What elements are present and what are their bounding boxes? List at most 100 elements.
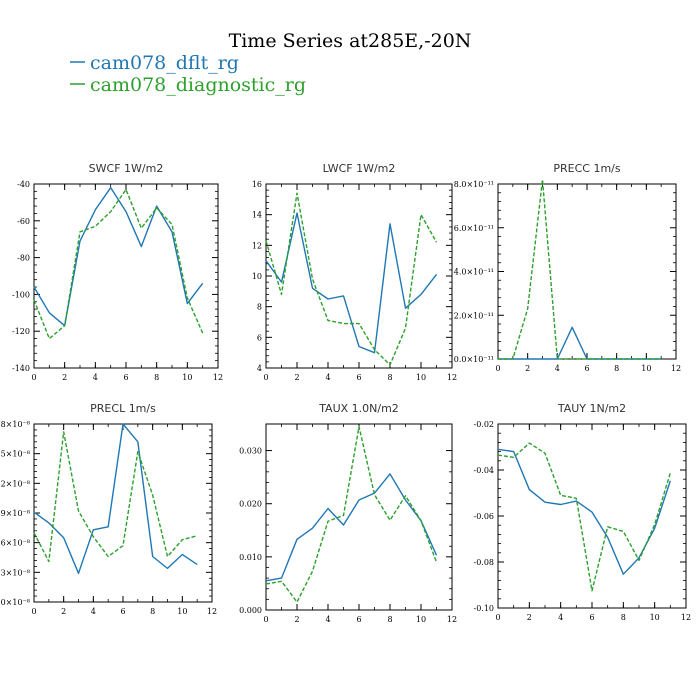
x-tick-label: 8 <box>150 607 155 616</box>
x-tick-label: 6 <box>356 373 361 382</box>
x-tick-label: 8 <box>387 615 392 624</box>
panel-3: PRECC 1m/s 0 2 4 6 8 10 12 0.0×10⁻¹¹ 2.0×10⁻¹¹ 4.0… <box>454 162 681 373</box>
y-tick-label: 8 <box>257 303 262 312</box>
panel-title: PRECL 1m/s <box>90 402 156 415</box>
x-tick-label: 0 <box>263 615 268 624</box>
x-tick-label: 12 <box>213 373 223 382</box>
series-line-dflt <box>265 212 438 354</box>
y-tick-label: 10 <box>252 272 262 281</box>
y-tick-label: 1.2×10⁻⁸ <box>0 479 30 488</box>
x-tick-label: 4 <box>93 373 98 382</box>
panel-title: SWCF 1W/m2 <box>89 162 164 175</box>
x-tick-label: 0 <box>495 613 500 622</box>
y-tick-label: 4.0×10⁻¹¹ <box>454 268 494 277</box>
x-tick-label: 12 <box>207 607 217 616</box>
y-tick-label: 2.0×10⁻¹¹ <box>454 311 494 320</box>
x-tick-label: 10 <box>416 615 426 624</box>
plot-frame <box>265 423 453 611</box>
x-tick-label: 6 <box>120 607 125 616</box>
series-line-dflt <box>265 473 438 582</box>
y-tick-label: -0.06 <box>473 512 494 521</box>
x-tick-label: 10 <box>177 607 187 616</box>
x-tick-label: 10 <box>416 373 426 382</box>
x-tick-label: 4 <box>91 607 96 616</box>
x-tick-label: 2 <box>527 613 532 622</box>
y-tick-label: -0.08 <box>473 558 494 567</box>
x-tick-label: 4 <box>555 364 560 373</box>
x-tick-label: 10 <box>182 373 192 382</box>
panel-1: SWCF 1W/m2 0 2 4 6 8 10 12 -140 -120 -100 -80 -60 -40 <box>12 162 223 382</box>
y-tick-label: -0.02 <box>473 420 494 429</box>
y-tick-label: 0.0×10⁻¹¹ <box>454 355 494 364</box>
legend: cam078_dflt_rg cam078_diagnostic_rg <box>70 52 306 96</box>
x-tick-label: 2 <box>62 373 67 382</box>
y-tick-label: -60 <box>17 217 30 226</box>
y-tick-label: 0.000 <box>239 606 262 615</box>
y-tick-label: 1.5×10⁻⁸ <box>0 450 30 459</box>
y-tick-label: 0.9×10⁻⁸ <box>0 509 30 518</box>
x-tick-label: 8 <box>154 373 159 382</box>
x-tick-label: 0 <box>495 364 500 373</box>
y-tick-label: 6 <box>257 333 262 342</box>
y-tick-label: -140 <box>12 364 30 373</box>
panel-5: TAUX 1.0N/m2 0 2 4 6 8 10 12 0.000 0.010 0.020 0.03… <box>239 402 457 624</box>
x-tick-label: 6 <box>589 613 594 622</box>
x-tick-label: 4 <box>325 615 330 624</box>
y-tick-label: -120 <box>12 327 30 336</box>
series-line-diagnostic <box>265 425 438 603</box>
series-line-diagnostic <box>498 178 662 360</box>
panel-title: TAUY 1N/m2 <box>557 402 626 415</box>
x-tick-label: 6 <box>584 364 589 373</box>
panel-title: TAUX 1.0N/m2 <box>318 402 399 415</box>
y-tick-label: 0.030 <box>239 447 262 456</box>
series-line-dflt <box>33 423 198 575</box>
x-tick-label: 2 <box>61 607 66 616</box>
x-tick-label: 6 <box>123 373 128 382</box>
legend-label-diagnostic: cam078_diagnostic_rg <box>90 74 306 96</box>
y-tick-label: 4 <box>257 364 262 373</box>
panel-4: PRECL 1m/s 0 2 4 6 8 10 12 0.0×10⁻⁸ 0.3×10⁻⁸ 0.6×1… <box>0 402 217 616</box>
x-tick-label: 2 <box>525 364 530 373</box>
panel-title: PRECC 1m/s <box>553 162 621 175</box>
y-tick-label: -0.10 <box>473 604 494 613</box>
x-tick-label: 10 <box>650 613 660 622</box>
y-tick-label: 0.0×10⁻⁸ <box>0 598 30 607</box>
y-tick-label: -40 <box>17 180 30 189</box>
y-tick-label: 12 <box>252 241 262 250</box>
y-tick-label: -100 <box>12 290 30 299</box>
x-tick-label: 2 <box>294 373 299 382</box>
x-tick-label: 0 <box>263 373 268 382</box>
panel-2: LWCF 1W/m2 0 2 4 6 8 10 12 4 6 8 10 12 14 16 <box>252 162 457 382</box>
x-tick-label: 8 <box>387 373 392 382</box>
x-tick-label: 0 <box>31 607 36 616</box>
figure-title: Time Series at285E,-20N <box>229 30 472 52</box>
y-tick-label: 16 <box>252 180 262 189</box>
y-tick-label: 6.0×10⁻¹¹ <box>454 224 494 233</box>
x-tick-label: 8 <box>621 613 626 622</box>
y-tick-label: -0.04 <box>473 466 494 475</box>
series-line-diagnostic <box>33 188 204 340</box>
x-tick-label: 8 <box>614 364 619 373</box>
x-tick-label: 12 <box>671 364 681 373</box>
x-tick-label: 4 <box>558 613 563 622</box>
x-tick-label: 0 <box>31 373 36 382</box>
y-tick-label: 1.8×10⁻⁸ <box>0 420 30 429</box>
x-tick-label: 12 <box>447 373 457 382</box>
legend-entry-diagnostic: cam078_diagnostic_rg <box>70 74 306 96</box>
x-tick-label: 12 <box>447 615 457 624</box>
x-tick-label: 4 <box>325 373 330 382</box>
series-line-dflt <box>33 186 204 327</box>
y-tick-label: 0.020 <box>239 500 262 509</box>
plot-frame <box>497 183 677 360</box>
series-line-dflt <box>497 448 671 575</box>
x-tick-label: 2 <box>294 615 299 624</box>
y-tick-label: 0.6×10⁻⁸ <box>0 539 30 548</box>
y-tick-label: 14 <box>252 211 262 220</box>
panels: SWCF 1W/m2 0 2 4 6 8 10 12 -140 -120 -100 -80 -60 -40… <box>0 162 691 624</box>
y-tick-label: 0.010 <box>239 553 262 562</box>
panel-6: TAUY 1N/m2 0 2 4 6 8 10 12 -0.10 -0.08 -0.06 -0.04 -… <box>473 402 691 622</box>
plot-frame <box>33 423 213 603</box>
x-tick-label: 12 <box>681 613 691 622</box>
y-tick-label: -80 <box>17 254 30 263</box>
